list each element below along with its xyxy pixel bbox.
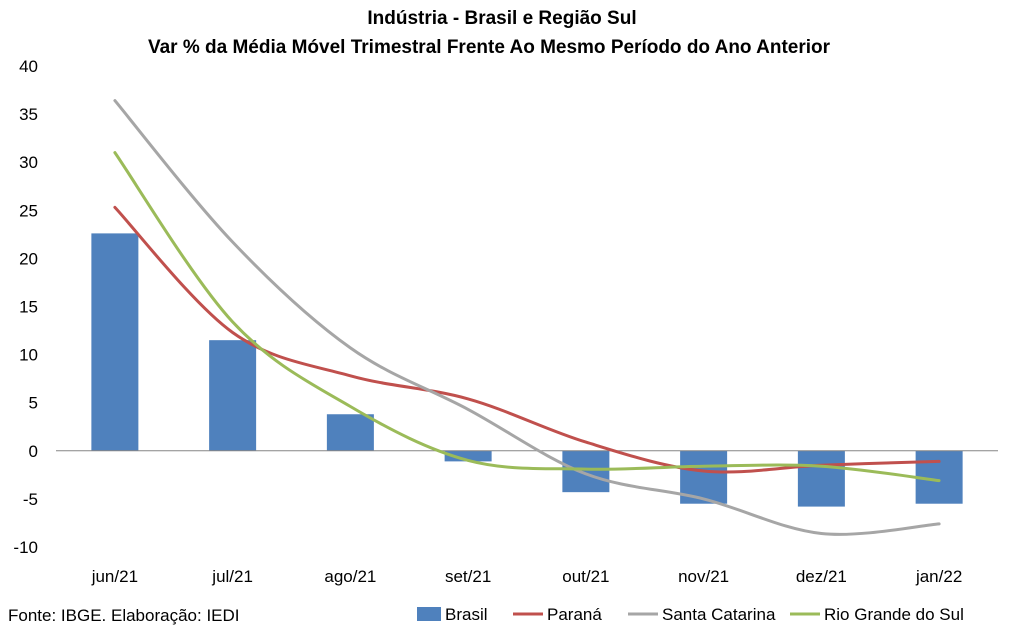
x-tick-label: jan/22	[915, 567, 962, 586]
x-tick-label: out/21	[562, 567, 609, 586]
legend-label: Rio Grande do Sul	[824, 605, 964, 624]
y-tick-label: 0	[29, 442, 38, 461]
source-note: Fonte: IBGE. Elaboração: IEDI	[8, 606, 240, 625]
line-rio-grande-do-sul	[113, 151, 941, 483]
bar	[209, 340, 257, 451]
bar-series-group	[91, 233, 963, 507]
y-tick-label: 40	[19, 57, 38, 76]
line-series-group	[113, 99, 941, 536]
x-tick-label: ago/21	[324, 567, 376, 586]
y-tick-label: 15	[19, 298, 38, 317]
y-tick-label: 5	[29, 394, 38, 413]
y-tick-label: 10	[19, 346, 38, 365]
x-axis-ticks: jun/21 jul/21 ago/21 set/21 out/21 nov/21 dez/…	[91, 567, 963, 586]
chart-subtitle: Var % da Média Móvel Trimestral Frente A…	[148, 37, 831, 58]
y-tick-label: 35	[19, 105, 38, 124]
x-tick-label: set/21	[445, 567, 491, 586]
bar	[562, 450, 610, 493]
line-santa-catarina	[113, 99, 941, 536]
y-tick-label: 25	[19, 201, 38, 220]
chart-title: Indústria - Brasil e Região Sul	[367, 8, 636, 29]
x-tick-label: jun/21	[91, 567, 138, 586]
y-tick-label: 30	[19, 153, 38, 172]
x-tick-label: dez/21	[796, 567, 847, 586]
y-tick-label: -10	[13, 538, 38, 557]
bar	[444, 450, 492, 462]
y-tick-label: -5	[23, 490, 38, 509]
y-tick-label: 20	[19, 249, 38, 268]
legend-label: Santa Catarina	[662, 605, 776, 624]
legend-swatch-bar	[417, 607, 441, 621]
x-tick-label: jul/21	[211, 567, 253, 586]
bar	[326, 414, 374, 451]
legend-label: Brasil	[445, 605, 488, 624]
bar	[797, 450, 845, 507]
x-tick-label: nov/21	[678, 567, 729, 586]
legend-label: Paraná	[547, 605, 602, 624]
legend: Brasil Paraná Santa Catarina Rio Grande do …	[417, 605, 964, 624]
bar	[91, 233, 139, 451]
y-axis-ticks: 40 35 30 25 20 15 10 5 0 -5 -10	[13, 57, 38, 557]
